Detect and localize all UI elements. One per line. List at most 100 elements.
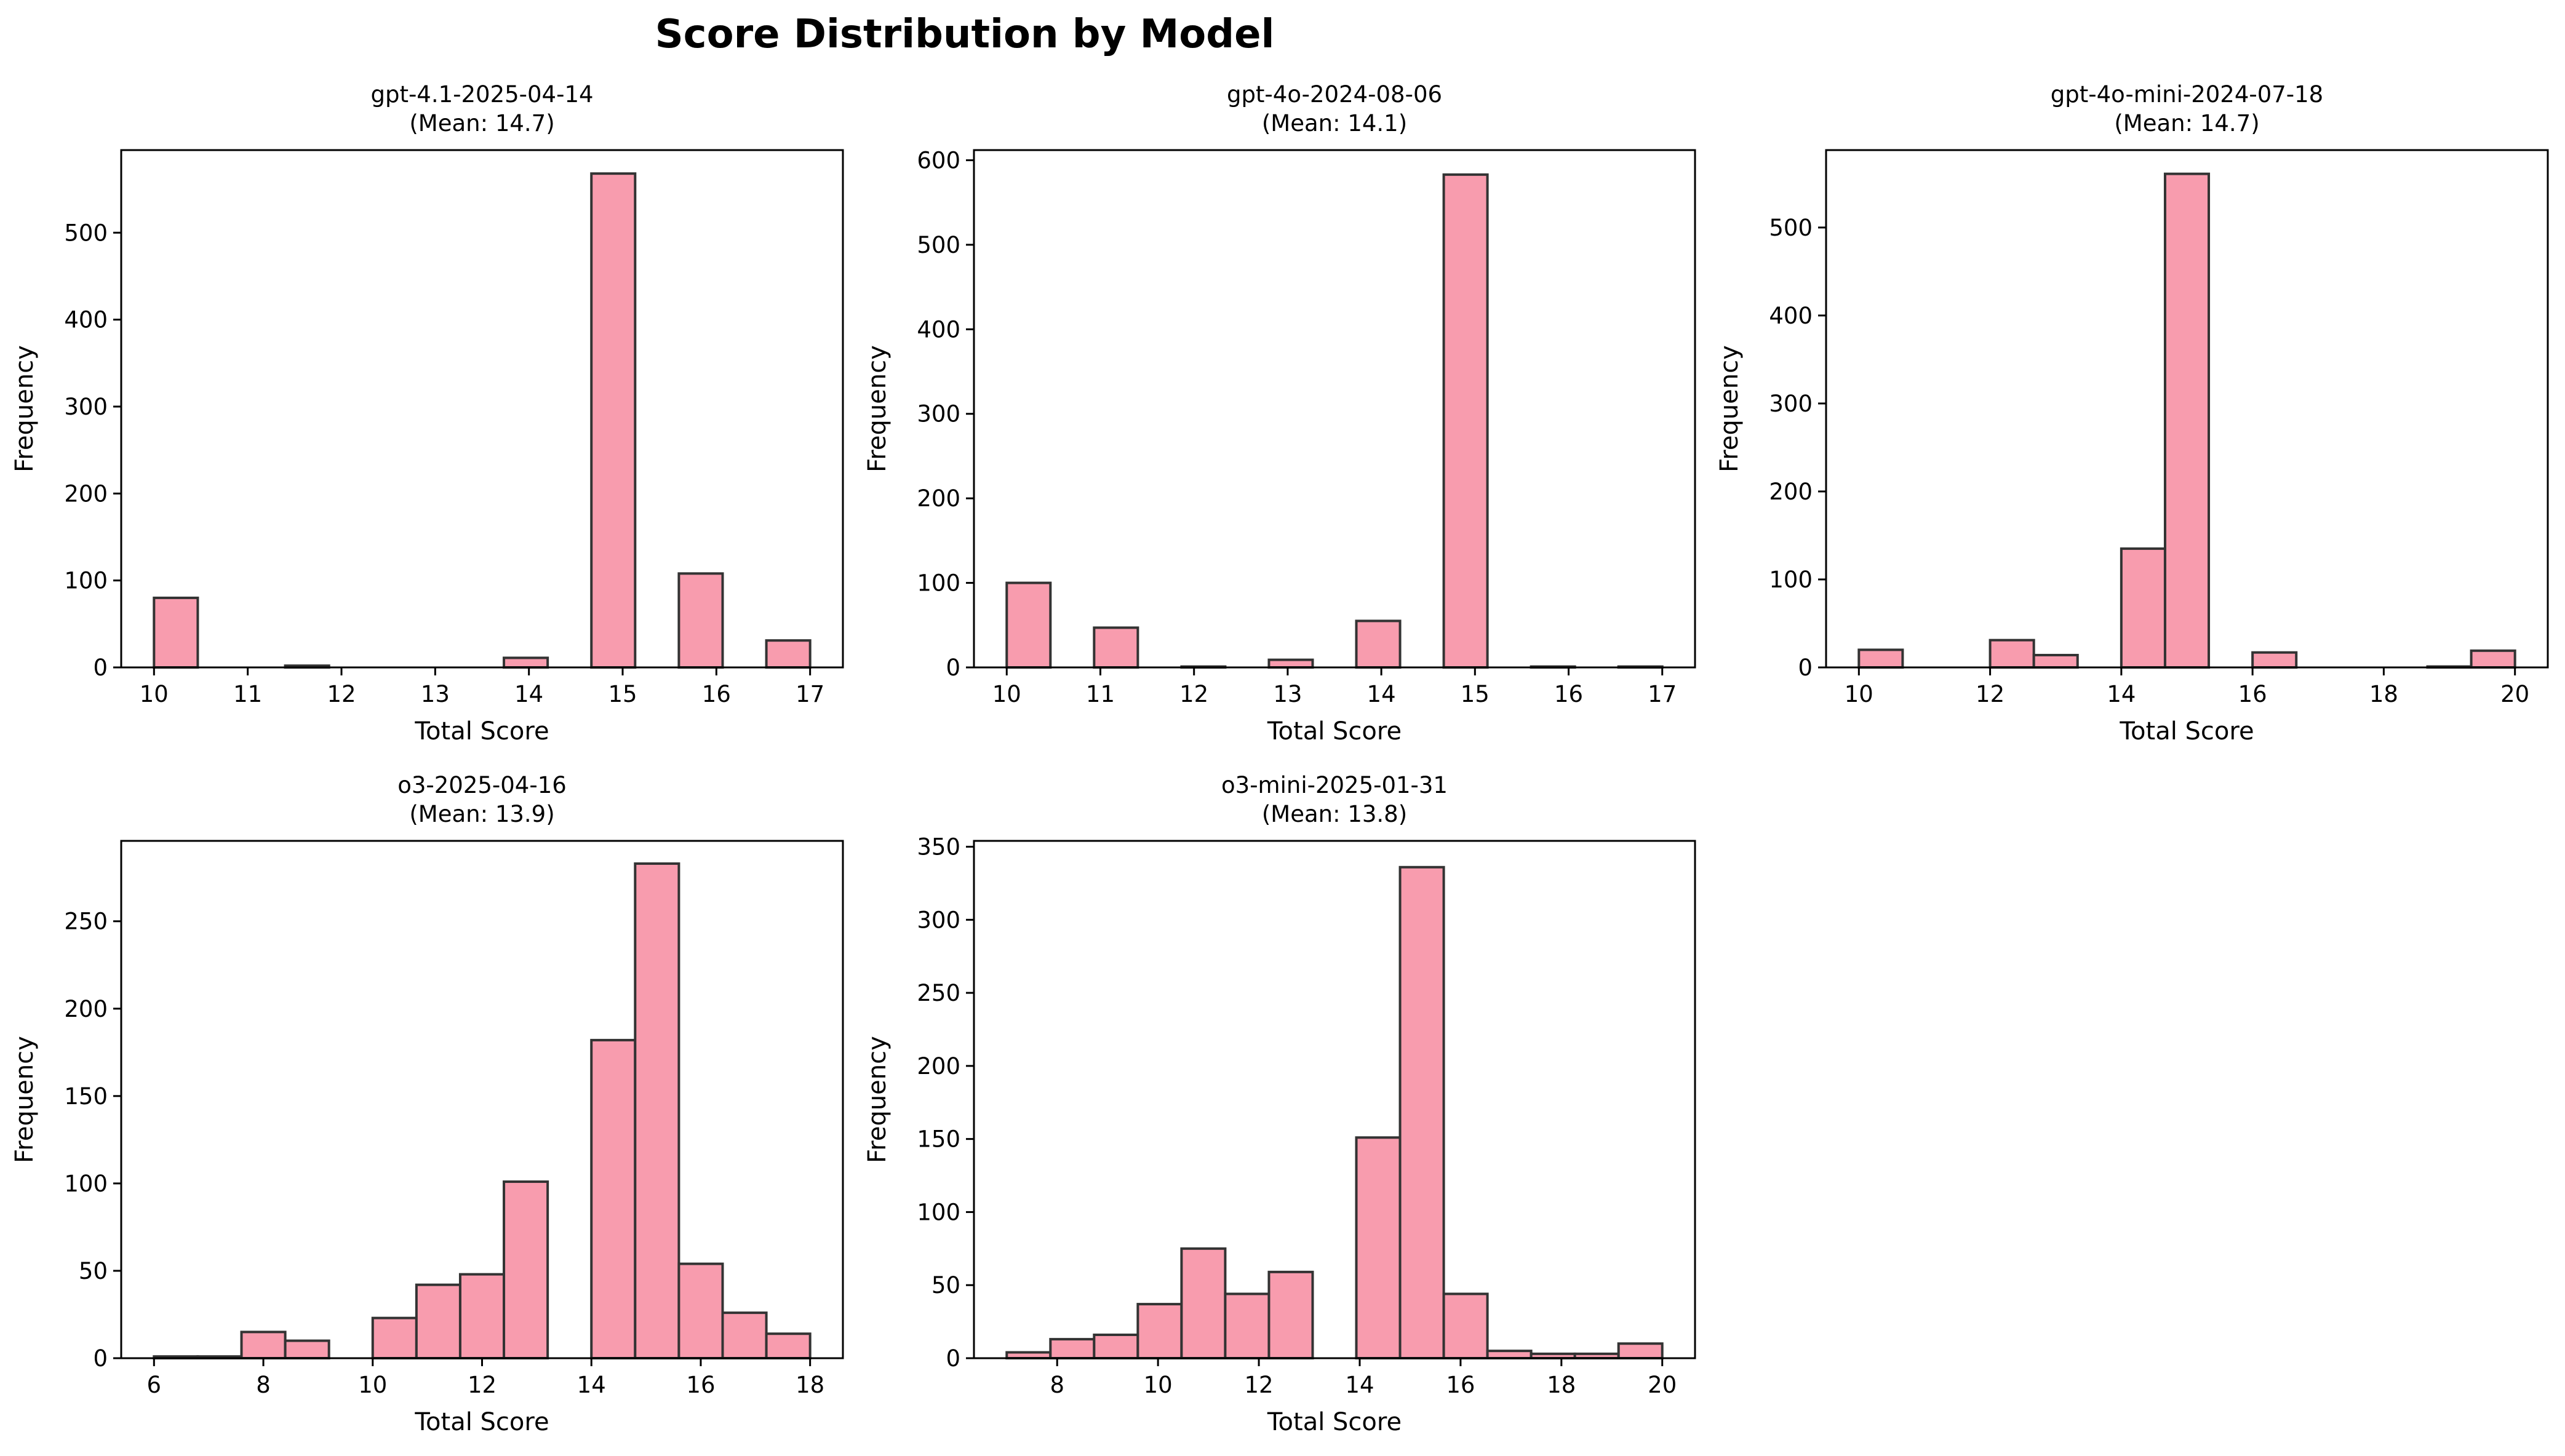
panel-title: o3-mini-2025-01-31 [1221, 772, 1448, 798]
x-tick-label: 16 [2238, 681, 2267, 707]
x-tick-label: 8 [256, 1372, 271, 1398]
x-tick-label: 16 [1554, 681, 1583, 707]
y-tick-label: 200 [917, 485, 960, 512]
x-tick-label: 15 [1461, 681, 1490, 707]
histogram-bar [1398, 865, 1445, 1359]
x-tick-label: 18 [2369, 681, 2398, 707]
x-tick-label: 16 [686, 1372, 715, 1398]
histogram-bar [1442, 173, 1489, 669]
panel-subtitle: (Mean: 13.9) [409, 801, 554, 827]
y-tick-label: 500 [1769, 215, 1813, 241]
y-tick-label: 500 [917, 232, 960, 258]
y-axis-label: Frequency [1715, 345, 1744, 472]
x-tick-label: 14 [1367, 681, 1396, 707]
histogram-bar [1093, 1333, 1139, 1359]
x-tick-label: 13 [1273, 681, 1302, 707]
histogram-bar [2120, 547, 2166, 669]
x-axis-label: Total Score [2119, 717, 2254, 746]
panel-subtitle: (Mean: 14.7) [2114, 110, 2259, 137]
histogram-bar [1267, 1270, 1314, 1360]
histogram-bar [2470, 649, 2516, 669]
histogram-bar [415, 1283, 461, 1359]
figure-title: Score Distribution by Model [655, 12, 1275, 57]
x-axis-label: Total Score [414, 717, 549, 746]
histogram-bar [458, 1273, 506, 1360]
chart-panel: gpt-4o-mini-2024-07-18(Mean: 14.7) 10 12 14… [1715, 81, 2549, 746]
y-tick-label: 200 [917, 1053, 960, 1080]
y-tick-label: 200 [1769, 479, 1813, 505]
y-tick-label: 200 [64, 480, 108, 507]
x-tick-label: 10 [992, 681, 1021, 707]
x-tick-label: 14 [2107, 681, 2136, 707]
x-tick-label: 20 [2500, 681, 2529, 707]
x-tick-label: 16 [1446, 1372, 1475, 1398]
histogram-bar [1617, 1342, 1664, 1359]
x-tick-label: 11 [233, 681, 262, 707]
plot-frame [973, 840, 1696, 1359]
x-tick-label: 14 [1345, 1372, 1374, 1398]
y-axis-label: Frequency [863, 345, 892, 472]
chart-panel: o3-mini-2025-01-31 (Mean: 13.8) 8 10 12 14 16 1… [863, 772, 1696, 1436]
y-tick-label: 0 [93, 1345, 108, 1372]
histogram-bar [590, 1038, 637, 1359]
x-axis-label: Total Score [1267, 717, 1402, 746]
x-tick-label: 14 [514, 681, 543, 707]
y-tick-label: 400 [917, 316, 960, 343]
histogram-bar [1442, 1292, 1489, 1359]
x-tick-label: 8 [1050, 1372, 1064, 1398]
y-tick-label: 200 [64, 996, 108, 1022]
x-tick-label: 13 [421, 681, 450, 707]
histogram-bar [503, 1180, 549, 1360]
y-axis-label: Frequency [10, 345, 39, 472]
x-tick-label: 17 [1648, 681, 1677, 707]
x-tick-label: 12 [1976, 681, 2005, 707]
panel-title: gpt-4o-mini-2024-07-18 [2051, 81, 2323, 108]
panel-subtitle: (Mean: 13.8) [1262, 801, 1407, 827]
x-tick-label: 12 [327, 681, 356, 707]
histogram-bar [590, 172, 637, 669]
x-tick-label: 12 [1245, 1372, 1274, 1398]
y-tick-label: 300 [917, 907, 960, 933]
y-tick-label: 0 [1798, 654, 1813, 681]
histogram-bar [1005, 581, 1052, 669]
histogram-bar [1486, 1350, 1533, 1360]
histogram-bar [634, 862, 680, 1359]
y-tick-label: 100 [917, 1199, 960, 1225]
histogram-bar [765, 1332, 812, 1359]
histogram-bar [1355, 1136, 1402, 1360]
y-tick-label: 0 [946, 1345, 960, 1372]
histogram-bar [1136, 1303, 1183, 1360]
x-tick-label: 12 [1179, 681, 1208, 707]
y-tick-label: 400 [64, 307, 108, 333]
y-tick-label: 150 [917, 1126, 960, 1153]
x-tick-label: 10 [1845, 681, 1873, 707]
panel-title: o3-2025-04-16 [397, 772, 567, 798]
panel-title: gpt-4o-2024-08-06 [1227, 81, 1442, 108]
x-tick-label: 11 [1086, 681, 1115, 707]
y-axis-label: Frequency [863, 1036, 892, 1163]
y-tick-label: 250 [64, 909, 108, 935]
x-axis-label: Total Score [1267, 1408, 1402, 1436]
x-axis-label: Total Score [414, 1408, 549, 1436]
x-tick-label: 18 [1547, 1372, 1576, 1398]
panel-subtitle: (Mean: 14.7) [409, 110, 554, 137]
plot-frame [120, 149, 844, 669]
y-tick-label: 400 [1769, 303, 1813, 329]
y-tick-label: 0 [946, 654, 960, 681]
histogram-bar [240, 1331, 287, 1359]
chart-panel: gpt-4o-2024-08-06(Mean: 14.1) 10 11 12 13 14 1… [863, 81, 1696, 746]
histogram-bar [284, 1339, 330, 1360]
histogram-bar [1093, 626, 1139, 669]
x-tick-label: 10 [1144, 1372, 1173, 1398]
x-tick-label: 15 [608, 681, 637, 707]
x-tick-label: 17 [796, 681, 824, 707]
histogram-bar [503, 656, 549, 669]
x-tick-label: 6 [147, 1372, 162, 1398]
y-tick-label: 100 [64, 568, 108, 594]
y-tick-label: 300 [1769, 391, 1813, 417]
x-tick-label: 14 [577, 1372, 606, 1398]
y-tick-label: 600 [917, 147, 960, 173]
histogram-bar [2032, 653, 2079, 669]
histogram-bar [2163, 172, 2211, 669]
